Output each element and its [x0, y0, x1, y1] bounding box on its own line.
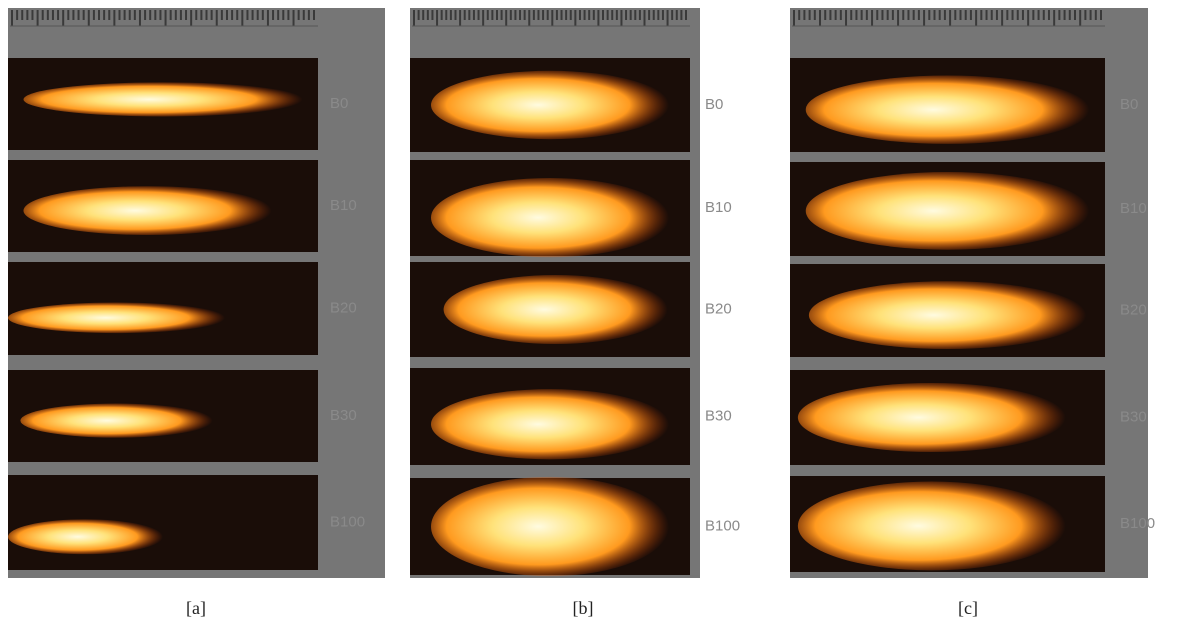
- row-label: B30: [330, 407, 357, 424]
- row-label: B10: [705, 199, 732, 216]
- flame: [809, 281, 1086, 349]
- row-label: B0: [330, 95, 348, 112]
- row-label: B10: [1120, 200, 1147, 217]
- panel: B0 B10 B20 B30 B100 [c]: [790, 8, 1155, 618]
- row-label: B30: [705, 407, 732, 424]
- row-label: B20: [1120, 301, 1147, 318]
- panel: B0 B10 B20 B30 B100 [a]: [8, 8, 385, 618]
- flame: [431, 477, 669, 576]
- flame: [24, 82, 303, 116]
- row-label: B0: [705, 96, 723, 113]
- panel-caption: [c]: [958, 598, 978, 618]
- row-label: B20: [330, 299, 357, 316]
- row-label: B100: [705, 517, 740, 534]
- panel: B0 B10 B20 B30 B100 [b]: [410, 8, 740, 618]
- row-label: B30: [1120, 408, 1147, 425]
- flame: [8, 303, 225, 334]
- row-label: B20: [705, 300, 732, 317]
- flame: [798, 383, 1066, 452]
- row-label: B100: [330, 513, 365, 530]
- flame: [20, 404, 212, 438]
- flame: [431, 71, 669, 139]
- flame: [806, 172, 1090, 250]
- row-label: B10: [330, 197, 357, 214]
- figure: B0 B10 B20 B30 B100 [a] B0 B10 B20 B30 B100 [b] B0 B1…: [0, 0, 1191, 627]
- row-label: B100: [1120, 515, 1155, 532]
- flame: [8, 519, 163, 554]
- flame: [798, 482, 1066, 571]
- flame: [431, 389, 669, 459]
- row-label: B0: [1120, 96, 1138, 113]
- panel-caption: [a]: [186, 598, 206, 618]
- flame: [431, 178, 669, 257]
- flame: [806, 76, 1090, 144]
- flame: [444, 275, 668, 344]
- flame: [24, 186, 272, 235]
- panel-caption: [b]: [573, 598, 594, 618]
